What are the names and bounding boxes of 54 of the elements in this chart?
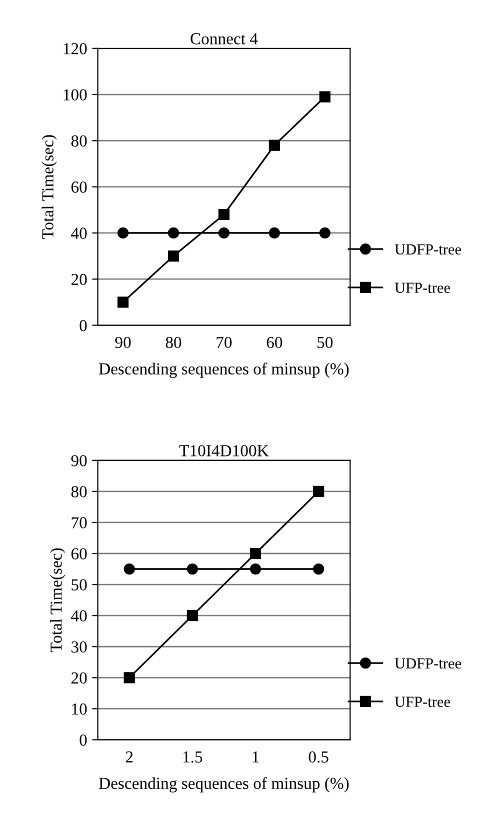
y-tick-label: 90 [71,455,87,466]
legend-label: UDFP-tree [394,244,462,255]
chart-title: Connect 4 [190,33,258,44]
y-axis-title: Total Time(sec) [42,135,57,239]
y-tick-label: 80 [71,135,87,147]
x-tick-label: 0.5 [308,751,328,763]
y-tick-label: 120 [64,43,87,54]
point [117,227,129,239]
y-tick-label: 50 [72,579,87,590]
y-tick-label: 20 [71,672,87,684]
y-tick-label: 60 [71,548,87,560]
point [124,563,135,575]
x-axis-title: Descending sequences of minsup (%) [99,777,349,792]
y-tick-label: 40 [71,228,87,239]
y-tick-label: 40 [71,610,87,622]
y-tick-label: 70 [72,517,87,528]
x-tick-label: 1.5 [183,751,202,763]
point [168,227,180,239]
x-tick-label: 2 [126,751,133,762]
point [168,250,180,262]
y-tick-label: 80 [71,486,87,498]
legend-label: UDFP-tree [394,658,462,669]
y-tick-label: 60 [71,182,87,193]
point [218,227,230,239]
point [186,610,198,622]
point [186,563,198,575]
y-tick-label: 30 [72,641,87,653]
x-tick-label: 1 [252,751,259,762]
legend-label: UFP-tree [394,696,450,707]
point [313,563,324,575]
x-tick-label: 80 [166,336,182,348]
point [319,91,330,102]
legend-label: UFP-tree [394,282,450,293]
x-tick-label: 70 [216,336,232,348]
y-tick-label: 100 [64,89,87,100]
point [117,296,129,308]
point [124,672,135,684]
chart-title: T10I4D100K [179,445,269,456]
x-tick-label: 60 [266,336,282,348]
point [268,140,280,151]
y-tick-label: 20 [71,274,87,286]
point [250,563,262,575]
point [250,548,262,560]
y-tick-label: 0 [80,734,87,746]
point [268,227,280,239]
point [319,227,330,239]
point [218,208,230,220]
x-tick-label: 90 [115,336,131,348]
point [313,486,324,497]
y-tick-label: 0 [80,320,87,332]
x-tick-label: 50 [318,336,333,348]
y-tick-label: 10 [72,703,87,715]
y-axis-title: Total Time(sec) [50,548,66,652]
x-axis-title: Descending sequences of minsup (%) [99,362,349,378]
